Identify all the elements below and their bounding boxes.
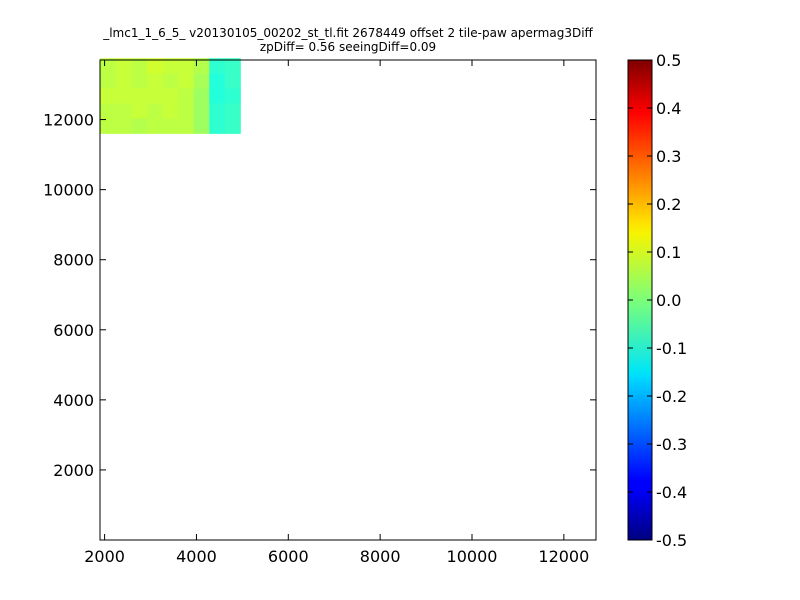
colorbar-tick-label: 0.2 — [656, 195, 681, 214]
heatmap-cell — [209, 103, 226, 119]
heatmap-cell — [162, 103, 179, 119]
heatmap-cell — [162, 73, 179, 89]
heatmap-cell — [162, 58, 179, 74]
heatmap-cell — [115, 73, 132, 89]
heatmap-cell — [224, 103, 241, 119]
heatmap-cell — [131, 73, 148, 89]
colorbar-ticks: -0.5 -0.4 -0.3 -0.2 -0.1 0.0 0.1 0.2 0.3 0.4 0.5 — [628, 51, 687, 550]
heatmap-cell — [193, 88, 210, 104]
heatmap-cell — [146, 58, 163, 74]
x-tick-label: 2000 — [84, 547, 125, 566]
heatmap-cell — [209, 73, 226, 89]
heatmap-cell — [209, 118, 226, 134]
y-tick-label: 10000 — [43, 181, 94, 200]
colorbar-tick-label: 0.0 — [656, 291, 681, 310]
heatmap-cell — [193, 73, 210, 89]
colorbar-tick-label: 0.5 — [656, 51, 681, 70]
heatmap-cells — [100, 58, 241, 134]
heatmap-cell — [146, 118, 163, 134]
colorbar-tick-label: 0.3 — [656, 147, 681, 166]
heatmap-cell — [131, 118, 148, 134]
chart-title-line2: zpDiff= 0.56 seeingDiff=0.09 — [260, 40, 436, 54]
heatmap-cell — [178, 103, 194, 119]
chart-title-line1: _lmc1_1_6_5_ v20130105_00202_st_tl.fit 2… — [102, 26, 593, 40]
x-tick-label: 6000 — [268, 547, 309, 566]
heatmap-cell — [224, 118, 241, 134]
heatmap-cell — [209, 58, 226, 74]
heatmap-cell — [146, 103, 163, 119]
x-axis: 2000 4000 6000 8000 10000 12000 — [84, 60, 589, 566]
y-tick-label: 2000 — [53, 461, 94, 480]
heatmap-cell — [224, 88, 241, 104]
heatmap-cell — [162, 88, 179, 104]
heatmap-cell — [115, 88, 132, 104]
colorbar-tick-label: 0.4 — [656, 99, 681, 118]
heatmap-cell — [193, 103, 210, 119]
heatmap-cell — [178, 118, 194, 134]
colorbar-tick-label: 0.1 — [656, 243, 681, 262]
y-tick-label: 8000 — [53, 251, 94, 270]
heatmap-cell — [209, 88, 226, 104]
heatmap-cell — [131, 88, 148, 104]
heatmap-cell — [131, 58, 148, 74]
plot-frame — [99, 59, 597, 541]
x-tick-label: 10000 — [447, 547, 498, 566]
heatmap-cell — [115, 58, 132, 74]
colorbar-tick-label: -0.3 — [656, 435, 687, 454]
heatmap-cell — [115, 103, 132, 119]
y-axis: 2000 4000 6000 8000 10000 12000 — [43, 111, 596, 480]
heatmap-cell — [146, 88, 163, 104]
colorbar-tick-label: -0.4 — [656, 483, 687, 502]
heatmap-cell — [100, 88, 116, 104]
heatmap-cell — [131, 103, 148, 119]
colorbar-tick-label: -0.1 — [656, 339, 687, 358]
heatmap-cell — [115, 118, 132, 134]
heatmap-cell — [178, 58, 194, 74]
x-tick-label: 4000 — [176, 547, 217, 566]
heatmap-cell — [100, 103, 116, 119]
heatmap-cell — [193, 118, 210, 134]
heatmap-cell — [178, 73, 194, 89]
heatmap-cell — [100, 73, 116, 89]
heatmap-cell — [193, 58, 210, 74]
y-tick-label: 6000 — [53, 321, 94, 340]
colorbar-tick-label: -0.5 — [656, 531, 687, 550]
colorbar-tick-label: -0.2 — [656, 387, 687, 406]
heatmap-cell — [100, 118, 116, 134]
x-tick-label: 12000 — [538, 547, 589, 566]
heatmap-cell — [100, 58, 116, 74]
heatmap-cell — [224, 58, 241, 74]
heatmap-cell — [162, 118, 179, 134]
y-tick-label: 12000 — [43, 111, 94, 130]
y-tick-label: 4000 — [53, 391, 94, 410]
heatmap-cell — [146, 73, 163, 89]
x-tick-label: 8000 — [360, 547, 401, 566]
heatmap-cell — [224, 73, 241, 89]
heatmap-cell — [178, 88, 194, 104]
